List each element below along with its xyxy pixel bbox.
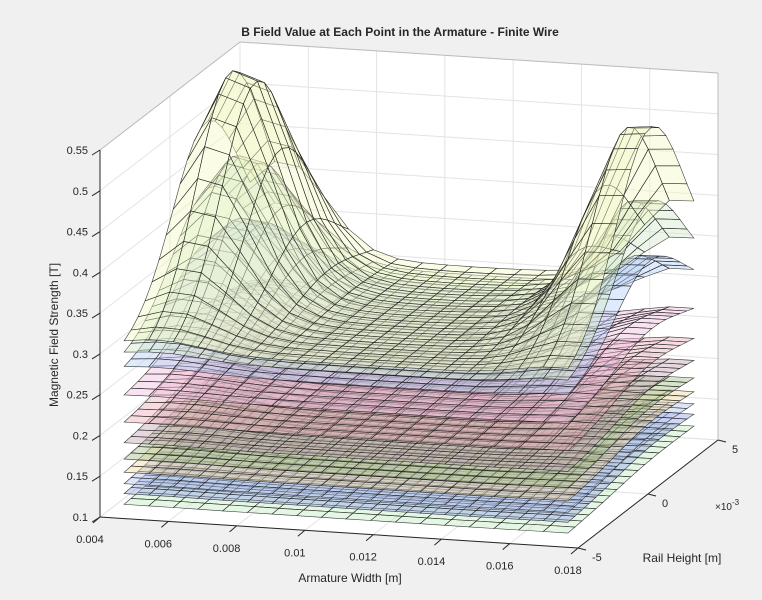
z-tick-label: 0.15 (67, 471, 88, 483)
y-exponent-power: -3 (732, 498, 740, 507)
surfaces (123, 70, 696, 534)
z-tick (91, 190, 101, 197)
z-tick-label: 0.3 (73, 349, 88, 361)
x-tick (160, 521, 169, 528)
x-tick (502, 543, 511, 550)
y-axis-label: Rail Height [m] (643, 551, 722, 565)
grid-line (239, 82, 719, 115)
grid-line (99, 327, 241, 436)
z-tick (91, 271, 101, 278)
surface-patch (542, 504, 576, 513)
x-axis-label: Armature Width [m] (298, 571, 401, 585)
y-tick (647, 493, 657, 497)
z-tick (91, 231, 101, 237)
x-tick-label: 0.016 (486, 561, 514, 573)
chart-title: B Field Value at Each Point in the Armat… (241, 25, 559, 39)
grid-line (239, 163, 719, 196)
x-tick (229, 525, 237, 533)
x-tick-label: 0.012 (349, 552, 377, 564)
x-tick-label: 0.008 (213, 543, 241, 555)
z-tick-label: 0.1 (73, 512, 88, 524)
z-tick (91, 394, 101, 401)
z-tick (91, 516, 101, 523)
y-tick-label: 0 (662, 498, 668, 510)
y-tick (577, 547, 587, 551)
x-tick-label: 0.014 (418, 556, 446, 568)
z-tick-label: 0.2 (73, 430, 88, 442)
z-tick (91, 149, 101, 156)
x-tick-label: 0.004 (76, 534, 104, 546)
surface-patch (542, 514, 576, 523)
z-tick-label: 0.25 (67, 390, 88, 402)
grid-line (99, 286, 241, 396)
z-tick-label: 0.35 (67, 308, 88, 320)
grid-line (99, 123, 241, 232)
grid-line (239, 123, 719, 156)
y-tick-label: 5 (732, 444, 738, 456)
grid-line (99, 204, 241, 314)
z-tick (91, 435, 101, 441)
x-tick (297, 529, 306, 537)
z-tick-label: 0.55 (67, 145, 88, 157)
z-tick (91, 353, 101, 360)
z-axis-label: Magnetic Field Strength [T] (47, 263, 61, 407)
z-tick (91, 475, 101, 482)
x-tick (365, 534, 374, 542)
y-exponent: ×10-3 (715, 498, 740, 513)
z-tick-label: 0.4 (73, 267, 88, 279)
grid-line (239, 204, 719, 237)
z-tick-label: 0.45 (67, 227, 88, 239)
grid-line (99, 163, 241, 273)
x-tick (434, 538, 442, 546)
surface-patch (542, 525, 576, 534)
x-tick-label: 0.006 (145, 538, 173, 550)
x-tick-label: 0.018 (554, 565, 582, 577)
x-tick (570, 547, 579, 555)
z-tick-label: 0.5 (73, 186, 88, 198)
z-tick (91, 312, 101, 319)
y-tick-label: -5 (592, 552, 602, 564)
y-tick (717, 439, 727, 443)
grid-line (99, 245, 241, 355)
y-exponent-base: ×10 (715, 502, 732, 513)
x-tick-label: 0.01 (284, 547, 305, 559)
